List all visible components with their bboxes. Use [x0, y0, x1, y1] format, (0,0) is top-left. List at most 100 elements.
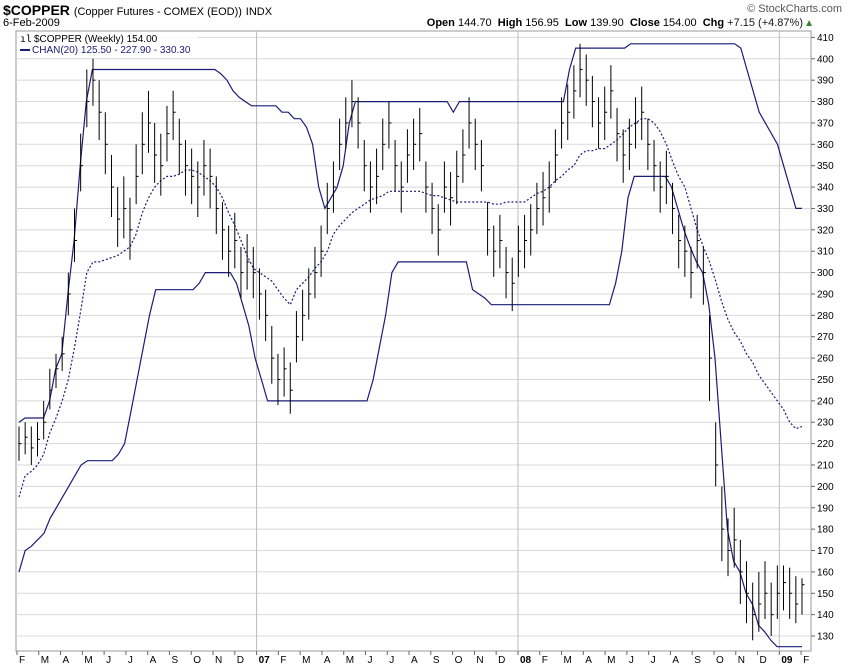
- open-value: 144.70: [457, 17, 492, 29]
- ohlc-bar: [160, 133, 164, 196]
- open-label: Open: [426, 17, 455, 29]
- x-tick-label: F: [280, 655, 286, 666]
- ohlc-bar: [197, 161, 201, 217]
- ohlc-bar: [530, 204, 534, 256]
- ohlc-bar: [98, 80, 102, 141]
- y-tick-label: 370: [817, 118, 834, 129]
- ohlc-bar: [49, 368, 53, 410]
- ohlc-bar: [474, 118, 478, 170]
- ohlc-bar: [548, 161, 552, 213]
- x-tick-label: A: [324, 655, 331, 666]
- chg-label: Chg: [702, 17, 725, 29]
- ohlc-bar: [517, 225, 521, 277]
- ohlc-readout: Open 144.70 High 156.95 Low 139.90 Close…: [427, 17, 803, 29]
- ohlc-bar: [43, 400, 47, 440]
- ohlc-bar: [628, 118, 632, 170]
- channel-middle-line: [18, 118, 803, 498]
- y-tick-label: 310: [817, 247, 834, 258]
- ohlc-bar: [80, 133, 84, 192]
- ohlc-bar: [789, 567, 793, 619]
- ohlc-bar: [36, 422, 40, 457]
- x-tick-label: O: [193, 655, 201, 666]
- ohlc-bar: [191, 148, 195, 205]
- ohlc-bar: [24, 422, 28, 455]
- ohlc-bar: [135, 144, 139, 205]
- ohlc-bar: [302, 289, 306, 341]
- x-tick-label: O: [455, 655, 463, 666]
- y-tick-label: 330: [817, 204, 834, 215]
- ohlc-bar: [234, 212, 238, 269]
- ohlc-bar: [573, 65, 577, 119]
- ohlc-bar: [783, 565, 787, 611]
- x-tick-label: S: [433, 655, 440, 666]
- x-tick-label: D: [498, 655, 505, 666]
- ohlc-bar: [653, 140, 657, 192]
- x-tick-label: J: [651, 655, 656, 666]
- ohlc-bar: [382, 118, 386, 170]
- ohlc-icon: ıl: [20, 34, 32, 45]
- x-tick-label: M: [346, 655, 354, 666]
- x-tick-label: M: [84, 655, 92, 666]
- ohlc-bar: [635, 97, 639, 149]
- ohlc-bar: [394, 140, 398, 192]
- ohlc-bar: [493, 225, 497, 277]
- ohlc-bar: [172, 90, 176, 141]
- ohlc-bar: [801, 578, 805, 615]
- ohlc-bar: [727, 518, 731, 577]
- ohlc-bar: [641, 86, 645, 141]
- symbol-description: (Copper Futures - COMEX (EOD)): [73, 6, 242, 18]
- ohlc-bar: [622, 129, 626, 183]
- ohlc-bar: [55, 353, 59, 389]
- x-tick-label: J: [629, 655, 634, 666]
- ohlc-bar: [246, 234, 250, 290]
- y-tick-label: 250: [817, 375, 834, 386]
- ohlc-bar: [141, 112, 145, 175]
- x-tick-label: A: [672, 655, 679, 666]
- ohlc-bar: [437, 204, 441, 256]
- ohlc-bar: [776, 565, 780, 619]
- price-bars: [18, 43, 805, 641]
- ohlc-bar: [450, 172, 454, 226]
- ohlc-bar: [702, 246, 706, 305]
- y-tick-label: 280: [817, 311, 834, 322]
- ohlc-bar: [129, 197, 133, 260]
- ohlc-bar: [524, 214, 528, 269]
- x-tick-label: 08: [520, 655, 532, 666]
- x-tick-label: 09: [781, 655, 793, 666]
- x-tick-label: N: [476, 655, 483, 666]
- ohlc-bar: [770, 582, 774, 637]
- y-tick-label: 290: [817, 289, 834, 300]
- y-tick-label: 360: [817, 140, 834, 151]
- x-tick-label: F: [542, 655, 548, 666]
- high-label: High: [497, 17, 523, 29]
- x-tick-label: A: [63, 655, 70, 666]
- ohlc-bar: [487, 202, 491, 256]
- ohlc-bar: [326, 182, 330, 235]
- x-tick-label: F: [803, 655, 809, 666]
- ohlc-bar: [369, 161, 373, 213]
- x-tick-label: D: [760, 655, 767, 666]
- high-value: 156.95: [525, 17, 559, 29]
- ohlc-bar: [746, 561, 750, 624]
- x-tick-label: M: [564, 655, 572, 666]
- x-tick-label: A: [150, 655, 157, 666]
- y-tick-label: 320: [817, 225, 834, 236]
- ohlc-bar: [690, 246, 694, 299]
- x-tick-label: D: [237, 655, 244, 666]
- ohlc-bar: [73, 208, 77, 262]
- ohlc-bar: [733, 507, 737, 568]
- x-tick-label: M: [41, 655, 49, 666]
- ohlc-bar: [154, 122, 158, 183]
- y-tick-label: 220: [817, 439, 834, 450]
- ohlc-bar: [456, 150, 460, 205]
- y-tick-label: 180: [817, 525, 834, 536]
- ohlc-bar: [752, 582, 756, 641]
- y-tick-label: 270: [817, 332, 834, 343]
- ohlc-bar: [320, 225, 324, 277]
- ohlc-bar: [591, 75, 595, 128]
- x-axis: F M A M J J A S O N D 07 F M A M J J A S O N D 08 F M A M J J A S O N D 09 F: [16, 31, 809, 666]
- ohlc-bar: [764, 561, 768, 619]
- ohlc-bar: [178, 118, 182, 175]
- y-tick-label: 390: [817, 76, 834, 87]
